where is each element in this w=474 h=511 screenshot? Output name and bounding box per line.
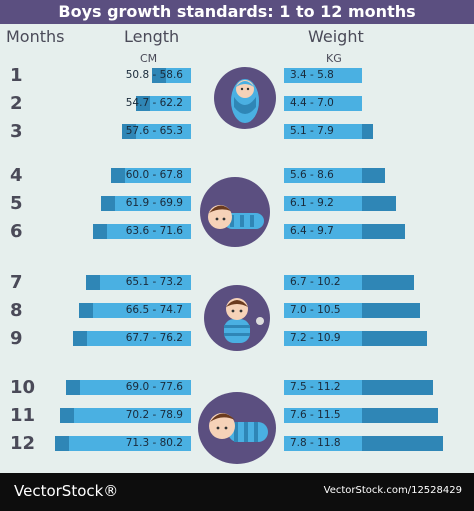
month-label: 4 bbox=[10, 165, 23, 186]
weight-bar: 7.0 - 10.5 bbox=[284, 303, 420, 318]
footer: VectorStock® VectorStock.com/12528429 bbox=[0, 473, 474, 511]
weight-range-label: 6.4 - 9.7 bbox=[290, 225, 334, 237]
weight-range-label: 5.1 - 7.9 bbox=[290, 125, 334, 137]
crawling-baby-icon bbox=[198, 392, 276, 464]
length-bar: 71.3 - 80.2 bbox=[54, 436, 191, 451]
weight-unit: KG bbox=[326, 52, 342, 65]
weight-bar: 6.7 - 10.2 bbox=[284, 275, 415, 290]
month-label: 8 bbox=[10, 300, 23, 321]
weight-range-label: 7.2 - 10.9 bbox=[290, 332, 341, 344]
length-bar: 50.8 - 58.6 bbox=[126, 68, 191, 83]
length-unit: CM bbox=[140, 52, 158, 65]
length-range-label: 63.6 - 71.6 bbox=[125, 225, 183, 237]
length-bar: 63.6 - 71.6 bbox=[93, 224, 191, 239]
lying-baby-icon bbox=[200, 177, 270, 247]
length-range-label: 50.8 - 58.6 bbox=[125, 69, 183, 81]
weight-bar: 3.4 - 5.8 bbox=[284, 68, 362, 83]
swaddled-baby-icon bbox=[214, 67, 276, 129]
length-bar: 60.0 - 67.8 bbox=[110, 168, 191, 183]
weight-range-label: 4.4 - 7.0 bbox=[290, 97, 334, 109]
weight-range-label: 6.1 - 9.2 bbox=[290, 197, 334, 209]
weight-range-label: 7.0 - 10.5 bbox=[290, 304, 341, 316]
weight-bar: 5.1 - 7.9 bbox=[284, 124, 373, 139]
length-bar: 61.9 - 69.9 bbox=[101, 196, 191, 211]
length-range-label: 67.7 - 76.2 bbox=[125, 332, 183, 344]
length-bar: 57.6 - 65.3 bbox=[121, 124, 191, 139]
month-label: 12 bbox=[10, 433, 36, 454]
month-label: 9 bbox=[10, 328, 23, 349]
weight-range-label: 5.6 - 8.6 bbox=[290, 169, 334, 181]
weight-range-label: 3.4 - 5.8 bbox=[290, 69, 334, 81]
month-label: 3 bbox=[10, 121, 23, 142]
chart-title: Boys growth standards: 1 to 12 months bbox=[58, 2, 416, 21]
length-range-label: 71.3 - 80.2 bbox=[125, 437, 183, 449]
weight-bar: 7.2 - 10.9 bbox=[284, 331, 428, 346]
weight-range-label: 6.7 - 10.2 bbox=[290, 276, 341, 288]
length-range-label: 65.1 - 73.2 bbox=[125, 276, 183, 288]
length-range-label: 54.7 - 62.2 bbox=[125, 97, 183, 109]
weight-bar: 7.5 - 11.2 bbox=[284, 380, 433, 395]
length-range-label: 61.9 - 69.9 bbox=[125, 197, 183, 209]
weight-bar: 4.4 - 7.0 bbox=[284, 96, 362, 111]
length-bar: 65.1 - 73.2 bbox=[86, 275, 191, 290]
title-bar bbox=[0, 0, 474, 24]
month-label: 5 bbox=[10, 193, 23, 214]
length-range-label: 60.0 - 67.8 bbox=[125, 169, 183, 181]
length-range-label: 57.6 - 65.3 bbox=[125, 125, 183, 137]
month-label: 11 bbox=[10, 405, 36, 426]
month-label: 6 bbox=[10, 221, 23, 242]
weight-bar: 5.6 - 8.6 bbox=[284, 168, 386, 183]
month-label: 2 bbox=[10, 93, 23, 114]
month-label: 7 bbox=[10, 272, 23, 293]
length-bar: 54.7 - 62.2 bbox=[126, 96, 191, 111]
weight-bar: 6.4 - 9.7 bbox=[284, 224, 406, 239]
length-bar: 66.5 - 74.7 bbox=[79, 303, 191, 318]
length-bar: 70.2 - 78.9 bbox=[60, 408, 191, 423]
length-bar: 67.7 - 76.2 bbox=[72, 331, 191, 346]
sitting-baby-icon bbox=[204, 285, 270, 351]
month-label: 1 bbox=[10, 65, 23, 86]
length-header: Length bbox=[124, 27, 180, 46]
weight-range-label: 7.8 - 11.8 bbox=[290, 437, 341, 449]
weight-bar: 6.1 - 9.2 bbox=[284, 196, 397, 211]
footer-brand: VectorStock® bbox=[14, 482, 119, 500]
weight-bar: 7.8 - 11.8 bbox=[284, 436, 444, 451]
months-header: Months bbox=[6, 27, 65, 46]
weight-header: Weight bbox=[308, 27, 364, 46]
month-label: 10 bbox=[10, 377, 36, 398]
footer-credit: VectorStock.com/12528429 bbox=[323, 485, 462, 496]
weight-bar: 7.6 - 11.5 bbox=[284, 408, 438, 423]
length-bar: 69.0 - 77.6 bbox=[66, 380, 191, 395]
length-range-label: 69.0 - 77.6 bbox=[125, 381, 183, 393]
length-range-label: 66.5 - 74.7 bbox=[125, 304, 183, 316]
weight-range-label: 7.5 - 11.2 bbox=[290, 381, 341, 393]
weight-range-label: 7.6 - 11.5 bbox=[290, 409, 341, 421]
length-range-label: 70.2 - 78.9 bbox=[125, 409, 183, 421]
